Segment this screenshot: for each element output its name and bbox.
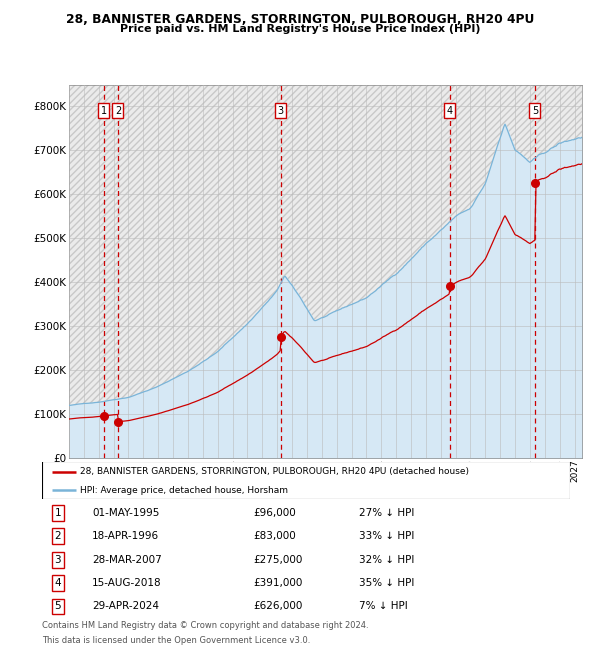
Text: 2: 2 xyxy=(115,106,121,116)
Text: £275,000: £275,000 xyxy=(253,554,302,565)
Text: 3: 3 xyxy=(278,106,284,116)
Text: 18-APR-1996: 18-APR-1996 xyxy=(92,531,159,541)
Text: 5: 5 xyxy=(532,106,538,116)
Text: This data is licensed under the Open Government Licence v3.0.: This data is licensed under the Open Gov… xyxy=(42,636,310,645)
Text: HPI: Average price, detached house, Horsham: HPI: Average price, detached house, Hors… xyxy=(80,486,288,495)
Text: 15-AUG-2018: 15-AUG-2018 xyxy=(92,578,162,588)
Text: 28-MAR-2007: 28-MAR-2007 xyxy=(92,554,162,565)
Text: £391,000: £391,000 xyxy=(253,578,302,588)
Text: 35% ↓ HPI: 35% ↓ HPI xyxy=(359,578,414,588)
Text: £626,000: £626,000 xyxy=(253,601,302,612)
Text: £83,000: £83,000 xyxy=(253,531,296,541)
Text: 3: 3 xyxy=(55,554,61,565)
Text: 01-MAY-1995: 01-MAY-1995 xyxy=(92,508,160,518)
Text: £96,000: £96,000 xyxy=(253,508,296,518)
Text: 28, BANNISTER GARDENS, STORRINGTON, PULBOROUGH, RH20 4PU: 28, BANNISTER GARDENS, STORRINGTON, PULB… xyxy=(66,13,534,26)
Text: 5: 5 xyxy=(55,601,61,612)
Text: 7% ↓ HPI: 7% ↓ HPI xyxy=(359,601,407,612)
Text: 32% ↓ HPI: 32% ↓ HPI xyxy=(359,554,414,565)
Text: 28, BANNISTER GARDENS, STORRINGTON, PULBOROUGH, RH20 4PU (detached house): 28, BANNISTER GARDENS, STORRINGTON, PULB… xyxy=(80,467,469,476)
Text: Contains HM Land Registry data © Crown copyright and database right 2024.: Contains HM Land Registry data © Crown c… xyxy=(42,621,368,630)
Text: 33% ↓ HPI: 33% ↓ HPI xyxy=(359,531,414,541)
Text: 29-APR-2024: 29-APR-2024 xyxy=(92,601,159,612)
Text: 1: 1 xyxy=(101,106,107,116)
Text: 27% ↓ HPI: 27% ↓ HPI xyxy=(359,508,414,518)
Text: 1: 1 xyxy=(55,508,61,518)
Text: 2: 2 xyxy=(55,531,61,541)
Text: 4: 4 xyxy=(447,106,453,116)
Text: Price paid vs. HM Land Registry's House Price Index (HPI): Price paid vs. HM Land Registry's House … xyxy=(120,24,480,34)
Text: 4: 4 xyxy=(55,578,61,588)
